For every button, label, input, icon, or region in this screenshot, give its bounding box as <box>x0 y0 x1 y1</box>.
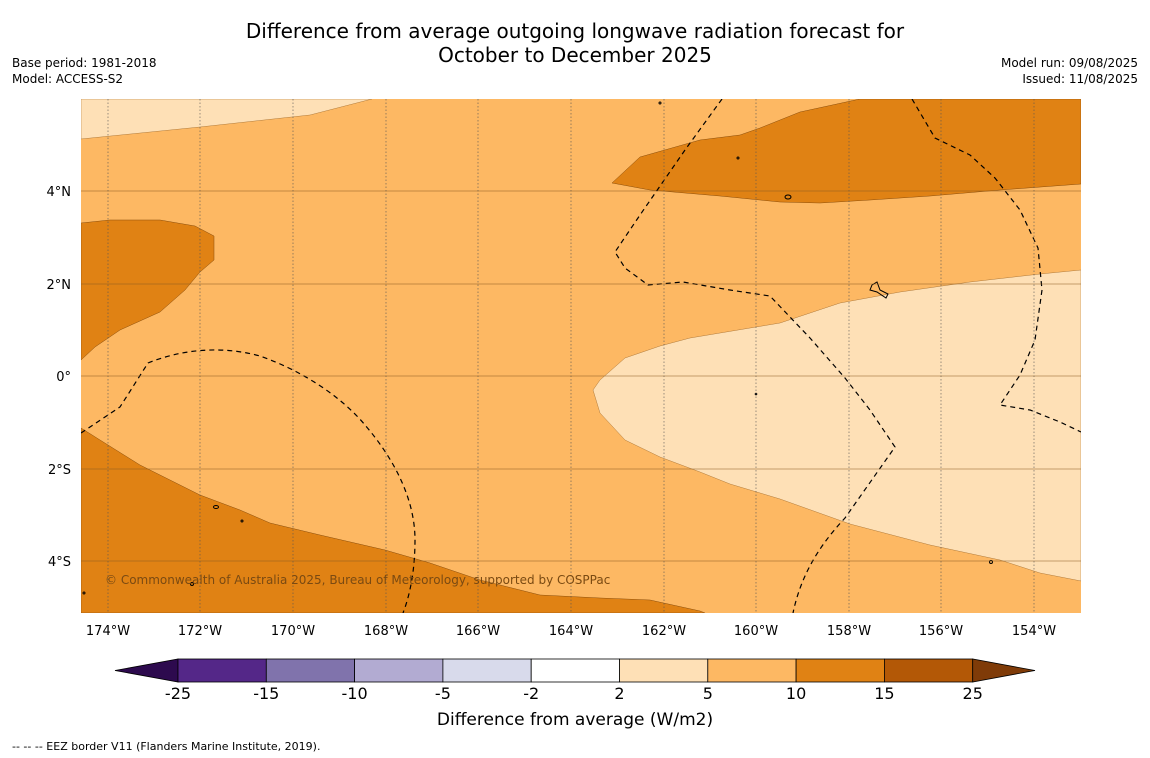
island-outline <box>989 560 993 564</box>
run-info: Model run: 09/08/2025 Issued: 11/08/2025 <box>1001 55 1138 87</box>
colorbar-tick-label: -2 <box>523 684 539 703</box>
colorbar-tick-label: 5 <box>703 684 713 703</box>
island-outline <box>784 194 792 200</box>
title-line-1: Difference from average outgoing longwav… <box>245 19 905 43</box>
colorbar-extend-high <box>972 658 1036 683</box>
region-10-to-15-southwest <box>81 427 706 613</box>
lon-tick-label: 154°W <box>1012 624 1056 639</box>
island-outline <box>736 156 740 160</box>
lat-tick-label: 2°N <box>47 278 72 293</box>
meridians <box>107 99 1035 613</box>
parallels <box>81 190 1081 562</box>
copyright-notice: © Commonwealth of Australia 2025, Bureau… <box>105 573 610 587</box>
eez-border-central <box>614 99 896 613</box>
island-outline <box>869 281 889 299</box>
colorbar-segment <box>442 658 532 683</box>
model-name: Model: ACCESS-S2 <box>12 72 124 86</box>
islands <box>82 101 993 595</box>
lon-tick-label: 170°W <box>271 624 315 639</box>
colorbar-extend-low <box>114 658 179 683</box>
longitude-labels: 174°W 172°W 170°W 168°W 166°W 164°W 162°… <box>86 624 1056 639</box>
colorbar-segment <box>884 658 974 683</box>
colorbar-segment <box>265 658 355 683</box>
island-outline <box>213 505 219 509</box>
colorbar-segment <box>795 658 885 683</box>
lat-tick-label: 2°S <box>48 463 71 478</box>
lon-tick-label: 160°W <box>734 624 778 639</box>
colorbar-tick-label: -15 <box>253 684 279 703</box>
map-area: © Commonwealth of Australia 2025, Bureau… <box>81 99 1081 613</box>
lon-tick-label: 156°W <box>919 624 963 639</box>
eez-border-east <box>911 99 1081 433</box>
region-10-to-15-northeast <box>611 99 1081 204</box>
eez-border-west <box>81 349 416 613</box>
colorbar-segment <box>619 658 709 683</box>
eez-footnote: -- -- -- EEZ border V11 (Flanders Marine… <box>12 740 321 753</box>
island-outline <box>240 519 244 523</box>
base-period: Base period: 1981-2018 <box>12 56 157 70</box>
lon-tick-label: 174°W <box>86 624 130 639</box>
colorbar-segment <box>354 658 444 683</box>
lon-tick-label: 166°W <box>456 624 500 639</box>
colorbar-tick-label: 15 <box>874 684 894 703</box>
lat-tick-label: 4°N <box>47 185 72 200</box>
colorbar-tick-label: 2 <box>614 684 624 703</box>
region-2-to-5-north <box>81 99 373 140</box>
colorbar: -25 -15 -10 -5 -2 2 5 10 15 25 <box>114 658 1036 703</box>
title-line-2: October to December 2025 <box>438 43 712 67</box>
colorbar-tick-label: 25 <box>963 684 983 703</box>
colorbar-tick-labels: -25 -15 -10 -5 -2 2 5 10 15 25 <box>165 684 983 703</box>
lon-tick-label: 164°W <box>549 624 593 639</box>
issued-date: Issued: 11/08/2025 <box>1022 72 1138 86</box>
lon-tick-label: 158°W <box>827 624 871 639</box>
island-outline <box>190 582 194 586</box>
latitude-labels: 4°N 2°N 0° 2°S 4°S <box>47 185 72 570</box>
colorbar-segment <box>707 658 797 683</box>
lon-tick-label: 168°W <box>364 624 408 639</box>
colorbar-segment <box>177 658 267 683</box>
region-2-to-5-east <box>592 269 1081 582</box>
colorbar-tick-label: 10 <box>786 684 806 703</box>
lon-tick-label: 172°W <box>178 624 222 639</box>
model-run-date: Model run: 09/08/2025 <box>1000 56 1138 70</box>
lat-tick-label: 4°S <box>48 555 71 570</box>
lat-tick-label: 0° <box>56 370 71 385</box>
lon-tick-label: 162°W <box>642 624 686 639</box>
island-outline <box>82 591 86 595</box>
colorbar-tick-label: -25 <box>165 684 191 703</box>
colorbar-tick-label: -10 <box>342 684 368 703</box>
map-title: Difference from average outgoing longwav… <box>0 19 1150 67</box>
colorbar-title: Difference from average (W/m2) <box>436 710 714 730</box>
colorbar-segment <box>530 658 620 683</box>
eez-borders <box>81 99 1081 613</box>
model-info: Base period: 1981-2018 Model: ACCESS-S2 <box>12 55 157 87</box>
colorbar-tick-label: -5 <box>435 684 451 703</box>
island-outline <box>658 101 662 105</box>
